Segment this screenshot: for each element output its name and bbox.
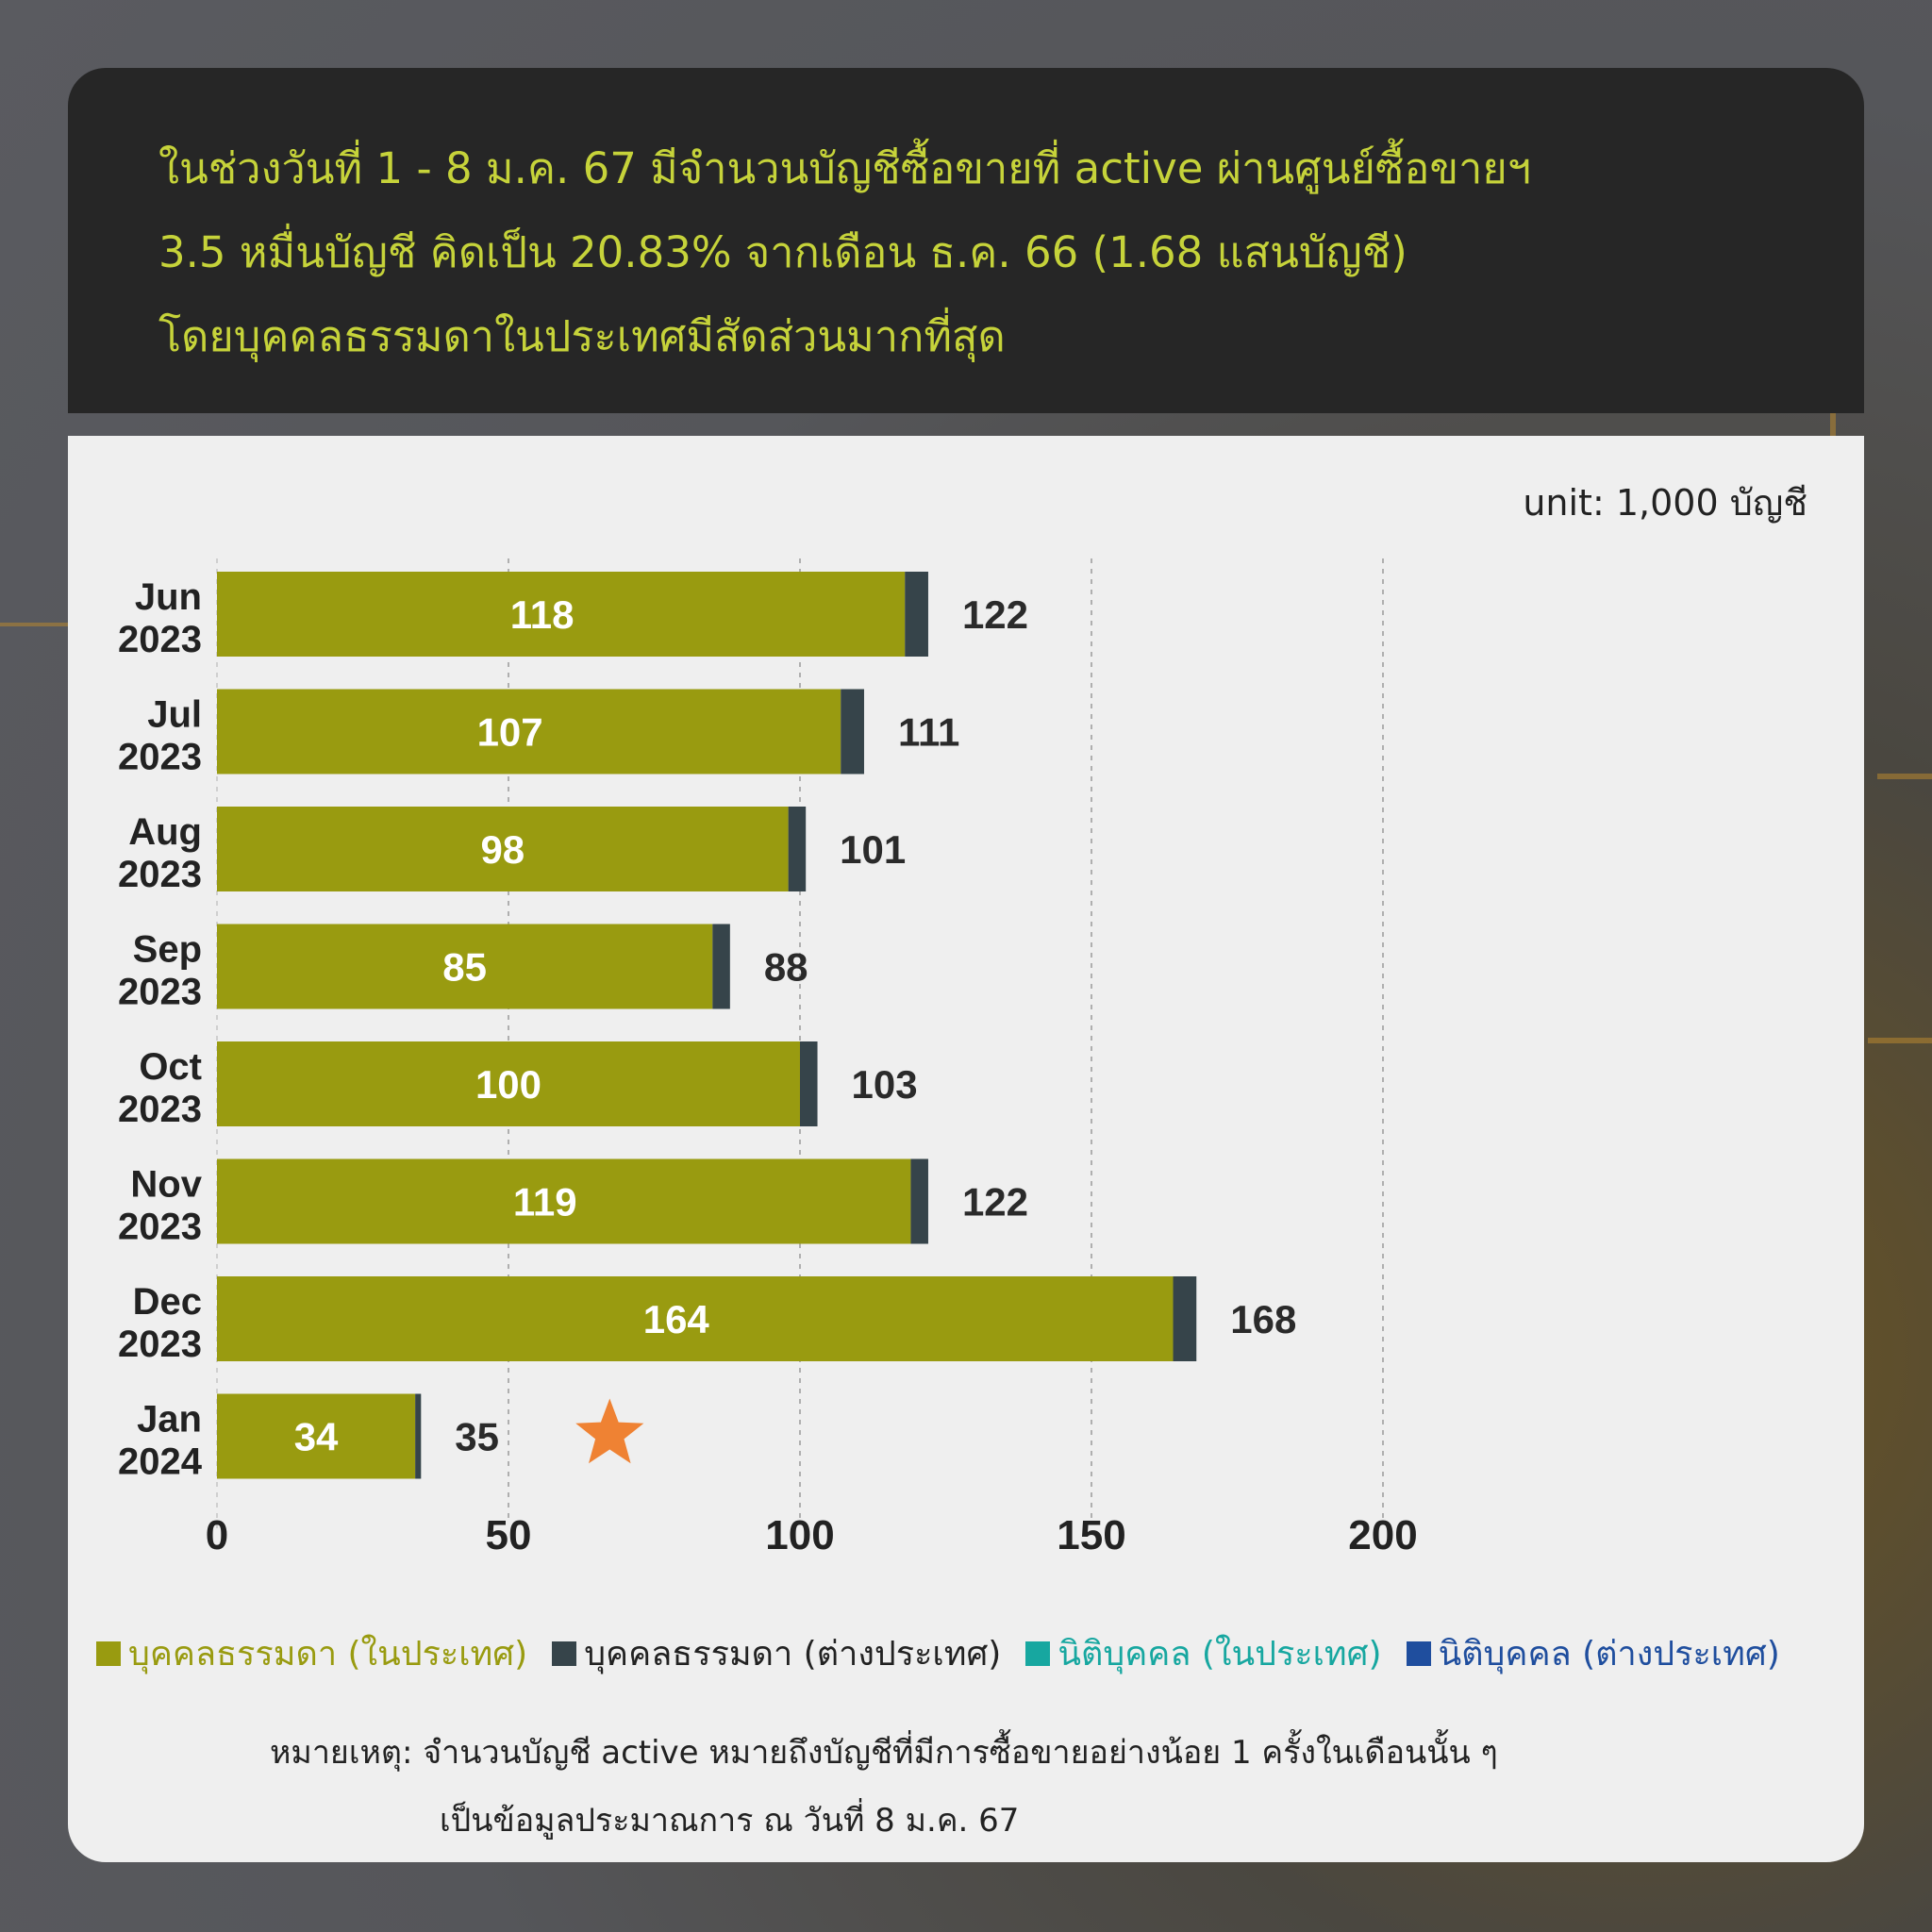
unit-label: unit: 1,000 บัญชี [1523,482,1807,524]
bar-segment [217,1041,800,1126]
bar-segment [1173,1276,1197,1361]
bar-value-label: 34 [294,1415,339,1459]
y-tick-label: 2023 [118,972,202,1013]
bar-value-label: 100 [475,1062,541,1107]
legend-swatch [1025,1641,1051,1666]
legend-item: บุคคลธรรมดา (ต่างประเทศ) [552,1626,1001,1680]
footnote: หมายเหตุ: จำนวนบัญชี active หมายถึงบัญชี… [270,1719,1498,1855]
y-tick-label: Jan [137,1399,202,1441]
star-icon [575,1398,644,1464]
footnote-line-2: เป็นข้อมูลประมาณการ ณ วันที่ 8 ม.ค. 67 [440,1802,1020,1840]
bar-value-label: 107 [477,710,543,755]
y-tick-label: Jul [147,694,202,736]
y-tick-label: 2023 [118,1207,202,1248]
y-tick-label: Sep [133,929,202,971]
bar-total-label: 122 [962,1180,1028,1224]
bar-value-label: 85 [442,945,487,990]
x-tick-label: 150 [1057,1512,1125,1558]
bar-segment [800,1041,818,1126]
bar-segment [217,924,713,1009]
bar-segment [217,1158,911,1244]
bar-segment [217,572,906,657]
bar-total-label: 88 [764,945,808,990]
bar-segment [217,689,841,774]
bar-segment [217,1393,416,1479]
bar-segment [910,1158,928,1244]
bar-total-label: 122 [962,592,1028,637]
y-tick-label: 2023 [118,1324,202,1365]
legend-label: บุคคลธรรมดา (ต่างประเทศ) [584,1635,1002,1674]
legend-swatch [1406,1641,1431,1666]
bar-segment [217,1276,1174,1361]
bar-segment [841,689,864,774]
bar-total-label: 168 [1230,1297,1296,1341]
bar-total-label: 111 [898,710,959,755]
bar-segment [905,572,928,657]
legend-item: บุคคลธรรมดา (ในประเทศ) [96,1626,527,1680]
legend-swatch [552,1641,577,1666]
bar-total-label: 101 [840,827,906,872]
y-tick-label: 2023 [118,737,202,778]
headline-line-2: 3.5 หมื่นบัญชี คิดเป็น 20.83% จากเดือน ธ… [158,227,1407,277]
footnote-line-1: หมายเหตุ: จำนวนบัญชี active หมายถึงบัญชี… [270,1734,1498,1772]
y-tick-label: Dec [133,1281,202,1323]
y-tick-label: Jun [135,576,202,618]
y-tick-label: 2024 [118,1441,203,1483]
x-tick-label: 100 [765,1512,834,1558]
bar-value-label: 164 [643,1297,710,1341]
legend-item: นิติบุคคล (ต่างประเทศ) [1406,1626,1780,1680]
x-tick-label: 200 [1348,1512,1417,1558]
y-tick-label: 2023 [118,854,202,895]
headline-line-1: ในช่วงวันที่ 1 - 8 ม.ค. 67 มีจำนวนบัญชีซ… [158,143,1532,193]
y-tick-label: Nov [130,1164,202,1206]
legend-label: นิติบุคคล (ต่างประเทศ) [1438,1635,1780,1674]
x-tick-label: 50 [486,1512,532,1558]
legend: บุคคลธรรมดา (ในประเทศ) บุคคลธรรมดา (ต่างป… [96,1626,1870,1680]
bar-total-label: 35 [455,1415,499,1459]
headline: ในช่วงวันที่ 1 - 8 ม.ค. 67 มีจำนวนบัญชีซ… [158,126,1819,378]
y-tick-label: 2023 [118,1089,202,1130]
y-tick-label: 2023 [118,619,202,660]
legend-label: บุคคลธรรมดา (ในประเทศ) [128,1635,528,1674]
legend-label: นิติบุคคล (ในประเทศ) [1058,1635,1382,1674]
bar-segment [788,807,807,891]
y-tick-label: Oct [139,1046,202,1088]
x-tick-label: 0 [206,1512,228,1558]
bar-segment [712,924,730,1009]
headline-line-3: โดยบุคคลธรรมดาในประเทศมีสัดส่วนมากที่สุด [158,311,1006,361]
legend-swatch [96,1641,121,1666]
bar-segment [415,1393,422,1479]
bar-value-label: 118 [510,592,575,637]
bar-value-label: 98 [480,827,525,872]
bar-total-label: 103 [852,1062,918,1107]
bar-value-label: 119 [513,1180,577,1224]
header-panel: ในช่วงวันที่ 1 - 8 ม.ค. 67 มีจำนวนบัญชีซ… [68,68,1864,413]
bar-segment [217,807,789,891]
y-tick-label: Aug [128,811,202,853]
chart-panel: unit: 1,000 บัญชี 0 50 100 150 200 Jun 2023 118… [68,436,1864,1862]
legend-item: นิติบุคคล (ในประเทศ) [1025,1626,1382,1680]
